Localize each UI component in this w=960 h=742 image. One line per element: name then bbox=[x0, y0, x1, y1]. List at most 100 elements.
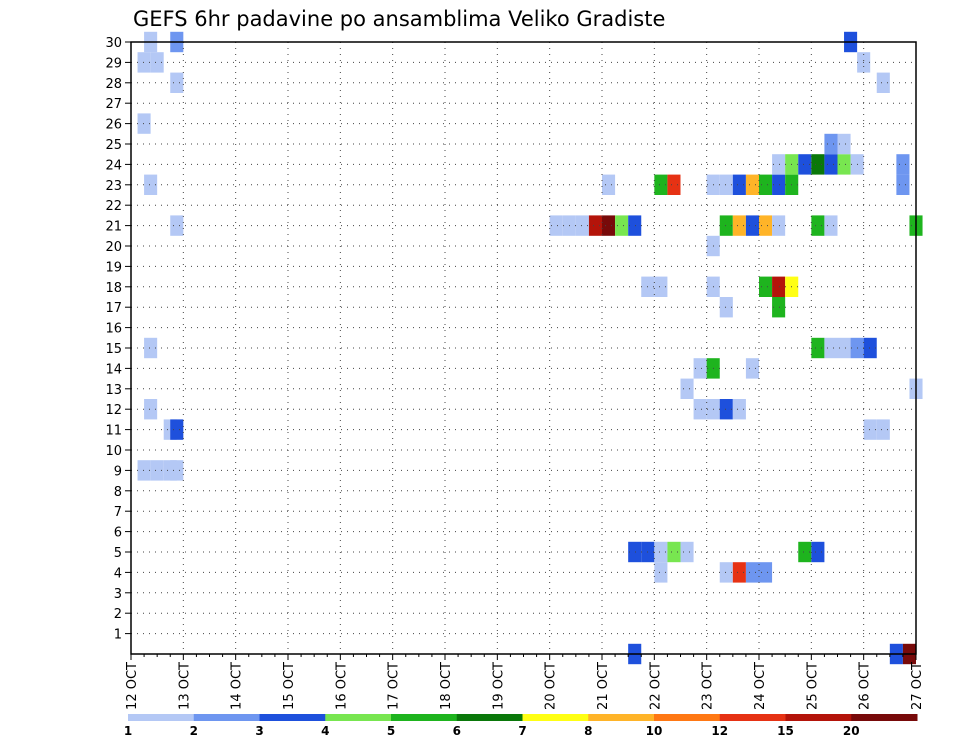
colorbar-label: 6 bbox=[453, 724, 461, 738]
y-tick-label: 11 bbox=[105, 424, 122, 439]
heatmap-cell bbox=[628, 215, 642, 236]
colorbar-swatch bbox=[456, 714, 523, 721]
y-tick-label: 14 bbox=[105, 362, 122, 377]
colorbar-label: 2 bbox=[190, 724, 198, 738]
heatmap-cell bbox=[759, 276, 773, 297]
colorbar-label: 1 bbox=[124, 724, 132, 738]
heatmap-cell bbox=[772, 174, 786, 195]
x-tick-label: 27 OCT bbox=[910, 662, 925, 710]
y-tick-label: 12 bbox=[105, 403, 122, 418]
heatmap-cell bbox=[745, 562, 759, 583]
x-tick-label: 25 OCT bbox=[805, 662, 820, 710]
heatmap-cell bbox=[667, 174, 681, 195]
x-tick-label: 17 OCT bbox=[387, 662, 402, 710]
heatmap-cell bbox=[602, 174, 616, 195]
y-tick-label: 23 bbox=[105, 179, 122, 194]
heatmap-cell bbox=[615, 215, 629, 236]
colorbar-swatch bbox=[785, 714, 852, 721]
heatmap-cell bbox=[772, 154, 786, 175]
heatmap-cell bbox=[863, 337, 877, 359]
heatmap-cell bbox=[732, 562, 746, 583]
heatmap-cell bbox=[824, 154, 838, 175]
heatmap-cell bbox=[693, 358, 707, 379]
x-tick-label: 20 OCT bbox=[544, 662, 559, 710]
heatmap-cell bbox=[798, 541, 812, 563]
heatmap-cell bbox=[137, 52, 151, 73]
heatmap-cell bbox=[863, 419, 877, 440]
x-tick-label: 21 OCT bbox=[596, 662, 611, 710]
y-tick-label: 29 bbox=[105, 56, 122, 71]
heatmap-cell bbox=[837, 154, 851, 175]
x-tick-label: 23 OCT bbox=[701, 662, 716, 710]
x-tick-label: 24 OCT bbox=[753, 662, 768, 710]
heatmap-cell bbox=[824, 215, 838, 236]
heatmap-cell bbox=[824, 133, 838, 155]
colorbar-swatch bbox=[128, 714, 195, 721]
grid-lines bbox=[131, 41, 916, 654]
x-tick-label: 16 OCT bbox=[334, 662, 349, 710]
chart-title: GEFS 6hr padavine po ansamblima Veliko G… bbox=[133, 7, 665, 31]
y-tick-label: 10 bbox=[105, 444, 122, 459]
y-tick-label: 22 bbox=[105, 199, 122, 214]
heatmap-cell bbox=[811, 154, 825, 175]
heatmap-cell bbox=[654, 541, 668, 563]
heatmap-cell bbox=[628, 541, 642, 563]
y-tick-label: 24 bbox=[105, 158, 122, 173]
heatmap-cell bbox=[876, 419, 890, 440]
colorbar-swatch bbox=[654, 714, 721, 721]
y-tick-label: 19 bbox=[105, 260, 122, 275]
heatmap-cell bbox=[170, 215, 184, 236]
colorbar-label: 7 bbox=[518, 724, 526, 738]
heatmap-cell bbox=[680, 541, 694, 563]
x-tick-label: 22 OCT bbox=[648, 662, 663, 710]
y-tick-label: 28 bbox=[105, 77, 122, 92]
heatmap-cell bbox=[719, 174, 733, 195]
colorbar-swatch bbox=[719, 714, 786, 721]
heatmap-cell bbox=[759, 215, 773, 236]
heatmap-cell bbox=[137, 460, 151, 481]
colorbar-label: 8 bbox=[584, 724, 592, 738]
heatmap-cell bbox=[719, 215, 733, 236]
heatmap-cell bbox=[575, 215, 589, 236]
y-tick-label: 1 bbox=[114, 628, 122, 643]
heatmap-cell bbox=[732, 399, 746, 420]
x-tick-label: 19 OCT bbox=[491, 662, 506, 710]
y-tick-label: 27 bbox=[105, 97, 122, 112]
y-tick-label: 9 bbox=[114, 464, 122, 479]
x-tick-label: 13 OCT bbox=[177, 662, 192, 710]
heatmap-cell bbox=[759, 562, 773, 583]
y-tick-label: 26 bbox=[105, 118, 122, 133]
heatmap-cells bbox=[137, 31, 923, 665]
colorbar-swatch bbox=[391, 714, 458, 721]
colorbar-label: 3 bbox=[255, 724, 263, 738]
colorbar-label: 15 bbox=[777, 724, 794, 738]
heatmap-cell bbox=[745, 174, 759, 195]
y-tick-label: 6 bbox=[114, 526, 122, 541]
y-tick-label: 4 bbox=[114, 566, 122, 581]
heatmap-cell bbox=[772, 215, 786, 236]
heatmap-cell bbox=[824, 337, 838, 359]
y-tick-label: 18 bbox=[105, 281, 122, 296]
colorbar-label: 10 bbox=[646, 724, 663, 738]
x-tick-label: 14 OCT bbox=[230, 662, 245, 710]
heatmap-cell bbox=[654, 276, 668, 297]
heatmap-cell bbox=[137, 113, 151, 134]
y-axis-ticks: 1234567891011121314151617181920212223242… bbox=[105, 36, 131, 643]
heatmap-cell bbox=[719, 297, 733, 318]
colorbar: 1 2 3 4 5 6 7 8 10 12 15 20 bbox=[124, 714, 918, 738]
heatmap-cell bbox=[588, 215, 602, 236]
heatmap-cell bbox=[654, 562, 668, 583]
heatmap-cell bbox=[837, 337, 851, 359]
y-tick-label: 5 bbox=[114, 546, 122, 561]
heatmap-cell bbox=[732, 174, 746, 195]
heatmap-cell bbox=[150, 52, 164, 73]
heatmap-cell bbox=[144, 174, 158, 195]
colorbar-swatch bbox=[193, 714, 260, 721]
colorbar-label: 20 bbox=[843, 724, 860, 738]
y-tick-label: 3 bbox=[114, 587, 122, 602]
y-tick-label: 21 bbox=[105, 220, 122, 235]
y-tick-label: 30 bbox=[105, 36, 122, 51]
colorbar-swatch bbox=[851, 714, 918, 721]
y-tick-label: 8 bbox=[114, 485, 122, 500]
